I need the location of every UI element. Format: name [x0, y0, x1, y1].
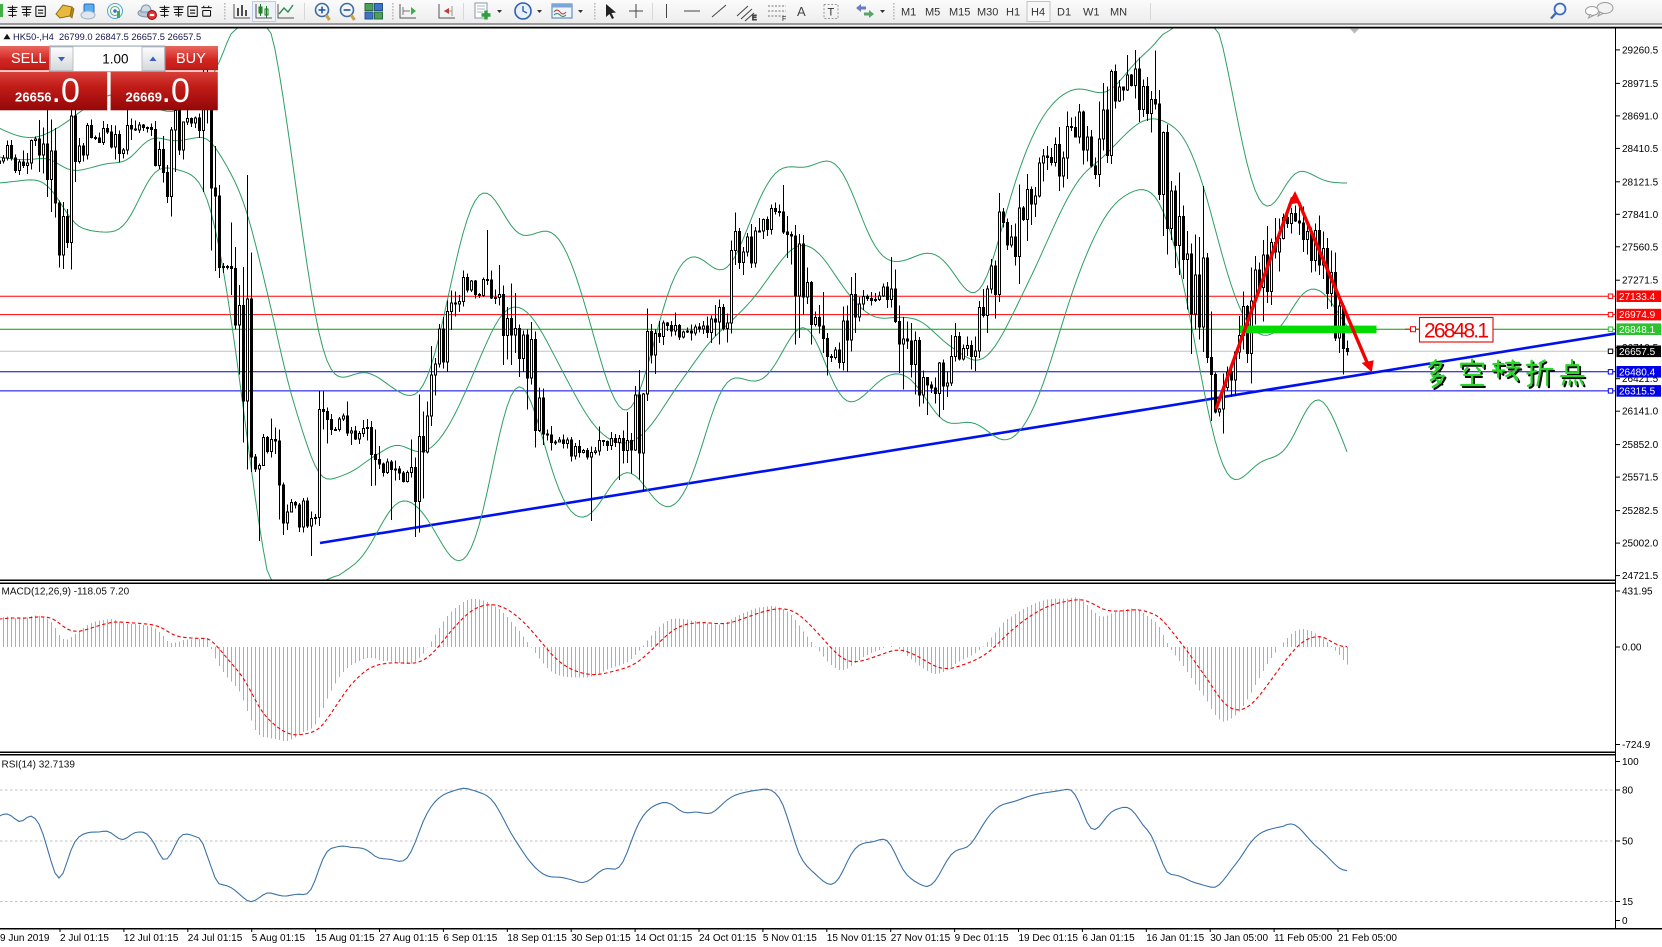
svg-text:28121.5: 28121.5: [1622, 177, 1659, 188]
svg-text:26669: 26669: [126, 89, 163, 104]
svg-text:MACD(12,26,9) -118.05 7.20: MACD(12,26,9) -118.05 7.20: [2, 587, 130, 598]
svg-text:24721.5: 24721.5: [1622, 571, 1659, 582]
svg-text:18 Sep 01:15: 18 Sep 01:15: [507, 933, 567, 944]
svg-text:27560.5: 27560.5: [1622, 242, 1659, 253]
svg-text:6 Sep 01:15: 6 Sep 01:15: [443, 933, 497, 944]
svg-text:26848.1: 26848.1: [1619, 325, 1656, 336]
svg-text:25002.0: 25002.0: [1622, 539, 1659, 550]
svg-text:BUY: BUY: [176, 51, 206, 67]
svg-text:-724.9: -724.9: [1622, 740, 1651, 751]
svg-text:30 Jan 05:00: 30 Jan 05:00: [1210, 933, 1268, 944]
svg-text:28691.0: 28691.0: [1622, 111, 1659, 122]
svg-text:SELL: SELL: [11, 51, 46, 67]
svg-text:27133.4: 27133.4: [1619, 292, 1656, 303]
svg-text:24 Oct 01:15: 24 Oct 01:15: [699, 933, 757, 944]
svg-text:27 Nov 01:15: 27 Nov 01:15: [891, 933, 951, 944]
svg-text:5 Aug 01:15: 5 Aug 01:15: [252, 933, 306, 944]
svg-text:26974.9: 26974.9: [1619, 310, 1656, 321]
svg-text:.0: .0: [52, 72, 80, 110]
svg-text:9 Jun 2019: 9 Jun 2019: [0, 933, 50, 944]
svg-text:28410.5: 28410.5: [1622, 144, 1659, 155]
svg-text:27841.0: 27841.0: [1622, 210, 1659, 221]
svg-text:1.00: 1.00: [102, 52, 128, 67]
svg-text:15: 15: [1622, 897, 1634, 908]
svg-text:14 Oct 01:15: 14 Oct 01:15: [635, 933, 693, 944]
svg-text:.0: .0: [162, 72, 190, 110]
svg-text:2 Jul 01:15: 2 Jul 01:15: [60, 933, 109, 944]
svg-text:26315.5: 26315.5: [1619, 387, 1656, 398]
svg-text:F: F: [782, 16, 786, 23]
svg-text:RSI(14) 32.7139: RSI(14) 32.7139: [2, 760, 76, 771]
svg-text:26141.0: 26141.0: [1622, 407, 1659, 418]
svg-text:9 Dec 01:15: 9 Dec 01:15: [955, 933, 1009, 944]
svg-text:21 Feb 05:00: 21 Feb 05:00: [1338, 933, 1397, 944]
svg-text:A: A: [797, 4, 806, 19]
svg-text:T: T: [828, 7, 835, 19]
svg-text:28971.5: 28971.5: [1622, 79, 1659, 90]
svg-text:15 Aug 01:15: 15 Aug 01:15: [316, 933, 375, 944]
svg-text:0.00: 0.00: [1622, 643, 1642, 654]
svg-text:80: 80: [1622, 786, 1634, 797]
svg-text:11 Feb 05:00: 11 Feb 05:00: [1274, 933, 1333, 944]
svg-text:30 Sep 01:15: 30 Sep 01:15: [571, 933, 631, 944]
svg-text:M15: M15: [949, 7, 970, 19]
svg-text:16 Jan 01:15: 16 Jan 01:15: [1146, 933, 1204, 944]
svg-text:M5: M5: [925, 7, 940, 19]
svg-text:MN: MN: [1110, 7, 1127, 19]
svg-text:25852.0: 25852.0: [1622, 440, 1659, 451]
svg-text:H1: H1: [1006, 7, 1020, 19]
svg-text:26480.4: 26480.4: [1619, 367, 1656, 378]
svg-text:26848.1: 26848.1: [1424, 320, 1489, 343]
svg-text:25282.5: 25282.5: [1622, 506, 1659, 517]
svg-text:24 Jul 01:15: 24 Jul 01:15: [188, 933, 243, 944]
svg-text:M30: M30: [977, 7, 998, 19]
svg-text:M1: M1: [901, 7, 916, 19]
svg-text:0: 0: [1622, 916, 1628, 927]
svg-text:W1: W1: [1083, 7, 1100, 19]
svg-text:27271.5: 27271.5: [1622, 276, 1659, 287]
svg-text:29260.5: 29260.5: [1622, 45, 1659, 56]
svg-text:12 Jul 01:15: 12 Jul 01:15: [124, 933, 179, 944]
svg-text:H4: H4: [1031, 7, 1045, 19]
svg-text:26656: 26656: [15, 89, 52, 104]
svg-text:25571.5: 25571.5: [1622, 473, 1659, 484]
svg-text:19 Dec 01:15: 19 Dec 01:15: [1019, 933, 1079, 944]
svg-text:5 Nov 01:15: 5 Nov 01:15: [763, 933, 817, 944]
svg-text:26657.5: 26657.5: [1619, 347, 1656, 358]
svg-text:E: E: [752, 15, 757, 22]
svg-text:50: 50: [1622, 837, 1634, 848]
svg-text:15 Nov 01:15: 15 Nov 01:15: [827, 933, 887, 944]
svg-text:D1: D1: [1057, 7, 1071, 19]
svg-text:431.95: 431.95: [1622, 587, 1653, 598]
svg-text:6 Jan 01:15: 6 Jan 01:15: [1082, 933, 1135, 944]
svg-text:100: 100: [1622, 757, 1639, 768]
svg-text:HK50-,H4 26799.0 26847.5 2665: HK50-,H4 26799.0 26847.5 26657.5 26657.5: [13, 32, 201, 42]
svg-text:26421.5: 26421.5: [1622, 374, 1659, 385]
svg-text:27 Aug 01:15: 27 Aug 01:15: [380, 933, 439, 944]
